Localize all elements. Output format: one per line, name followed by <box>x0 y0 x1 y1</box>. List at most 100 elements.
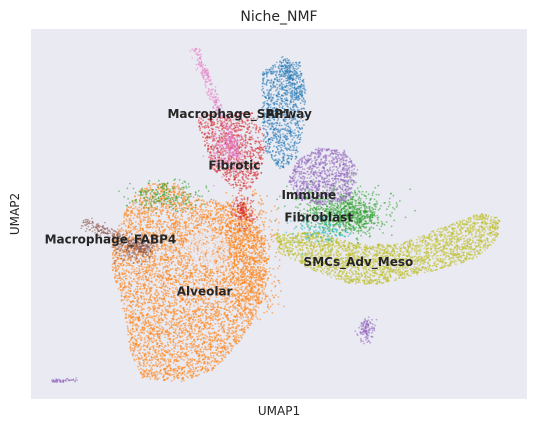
cell-point <box>127 225 130 228</box>
cell-point <box>214 339 216 342</box>
cell-point <box>171 320 173 323</box>
cell-point <box>217 313 220 315</box>
cell-point <box>150 277 153 280</box>
cell-point <box>151 305 154 308</box>
cell-point <box>186 336 188 339</box>
cell-point <box>225 351 227 354</box>
cell-point <box>194 341 197 343</box>
cell-point <box>147 219 149 222</box>
cell-point <box>170 261 173 263</box>
cell-point <box>186 275 189 278</box>
cell-point <box>162 291 164 294</box>
cell-point <box>189 269 192 272</box>
cell-point <box>237 334 240 337</box>
cell-point <box>259 266 262 268</box>
cell-point <box>183 310 186 313</box>
cell-point <box>137 360 140 363</box>
cell-point <box>142 362 145 365</box>
cell-point <box>130 293 132 295</box>
cell-point <box>146 361 149 364</box>
cell-point <box>157 352 160 355</box>
cell-point <box>133 207 136 210</box>
cell-point <box>247 326 250 329</box>
cell-point <box>162 302 165 304</box>
cell-point <box>232 338 235 341</box>
cell-point <box>175 324 178 327</box>
cell-point <box>262 273 265 276</box>
cell-point <box>209 268 212 271</box>
cell-point <box>143 210 146 213</box>
cell-point <box>117 254 119 257</box>
cell-point <box>166 305 169 307</box>
cell-point <box>177 367 180 370</box>
cell-point <box>140 224 143 226</box>
cell-point <box>172 341 175 343</box>
cell-point <box>122 307 124 310</box>
cell-point <box>133 290 136 292</box>
cell-point <box>162 273 165 275</box>
cell-point <box>202 328 205 330</box>
cell-point <box>133 214 136 217</box>
cell-point <box>167 295 170 298</box>
cell-point <box>213 306 215 309</box>
cell-point <box>182 263 185 266</box>
cell-point <box>140 207 143 210</box>
cell-point <box>151 359 154 361</box>
cell-point <box>203 348 205 351</box>
cell-point <box>197 198 200 200</box>
cell-point <box>153 340 156 342</box>
cell-point <box>151 183 154 186</box>
cell-point <box>168 228 171 231</box>
cell-point <box>205 216 208 219</box>
cell-point <box>194 375 197 377</box>
cell-point <box>204 337 207 340</box>
cell-point <box>216 270 218 273</box>
cell-point <box>202 313 205 315</box>
cell-point <box>211 332 214 334</box>
cell-point <box>131 324 134 327</box>
cell-point <box>247 275 250 278</box>
cell-point <box>208 362 211 365</box>
cell-point <box>216 319 219 322</box>
cell-point <box>218 202 221 205</box>
cell-point <box>192 372 195 375</box>
cell-point <box>140 367 143 370</box>
cell-point <box>186 364 189 367</box>
cell-point <box>149 378 152 380</box>
cell-point <box>173 314 176 316</box>
cell-point <box>172 318 175 320</box>
cell-point <box>214 315 217 318</box>
cell-point <box>151 353 154 356</box>
cell-point <box>159 353 162 356</box>
cell-point <box>187 354 190 357</box>
cell-point <box>146 221 149 224</box>
cell-point <box>178 268 181 271</box>
cell-point <box>174 216 176 219</box>
cell-point <box>146 216 149 219</box>
cell-point <box>159 211 162 214</box>
cell-point <box>152 345 155 347</box>
cell-point <box>224 311 226 314</box>
cell-point <box>169 352 172 355</box>
cell-point <box>115 266 117 269</box>
cell-point <box>143 298 146 300</box>
cell-point <box>185 274 187 277</box>
cell-point <box>221 271 224 274</box>
cell-point <box>206 367 209 370</box>
cell-point <box>146 362 148 365</box>
cell-point <box>195 326 198 328</box>
cell-point <box>205 355 208 358</box>
cell-point <box>195 333 198 335</box>
cell-point <box>190 217 193 220</box>
cell-point <box>176 336 179 339</box>
cell-point <box>143 337 146 339</box>
cell-point <box>167 204 170 206</box>
cell-point <box>200 220 203 222</box>
cell-point <box>178 255 181 258</box>
cell-point <box>171 348 173 351</box>
cell-point <box>148 348 151 351</box>
cell-point <box>115 281 118 284</box>
cell-point <box>209 209 212 212</box>
cell-point <box>175 248 178 251</box>
cell-point <box>162 319 165 321</box>
